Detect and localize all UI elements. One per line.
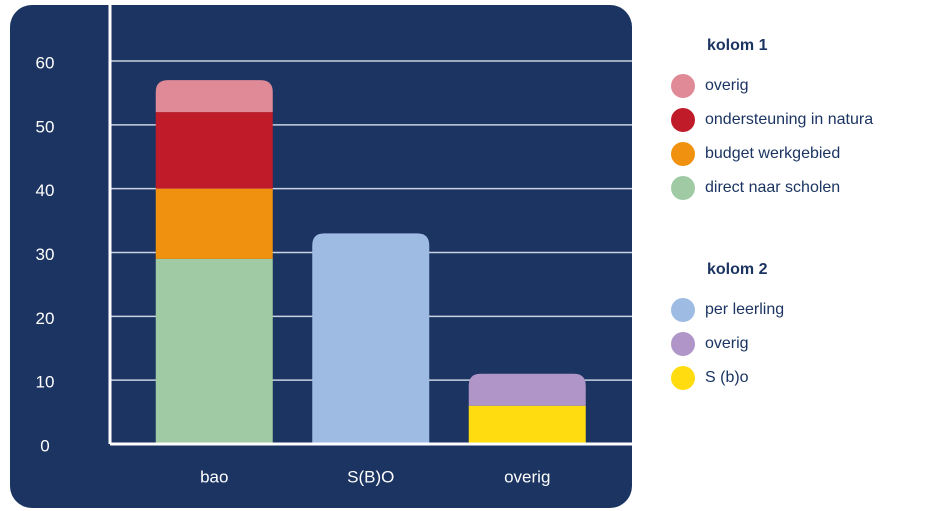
y-tick-label: 30 (36, 245, 55, 264)
bar-segment (155, 112, 273, 189)
legend-swatch (671, 332, 695, 356)
bar-segment (468, 373, 586, 406)
legend-heading: kolom 2 (707, 261, 768, 278)
legend-label: direct naar scholen (705, 179, 840, 196)
y-tick-label: 20 (36, 309, 55, 328)
legend-swatch (671, 176, 695, 200)
bar-segment (312, 233, 430, 444)
x-tick-label: S(B)O (347, 467, 394, 486)
legend-label: ondersteuning in natura (705, 111, 873, 128)
bar-segment (155, 258, 273, 444)
legend-heading: kolom 1 (707, 37, 768, 54)
legend-label: budget werkgebied (705, 145, 840, 162)
legend-swatch (671, 74, 695, 98)
bar-segment (468, 405, 586, 444)
legend-swatch (671, 142, 695, 166)
y-tick-label: 40 (36, 181, 55, 200)
legend-swatch (671, 108, 695, 132)
bar-segment (155, 188, 273, 259)
x-tick-label: bao (200, 467, 228, 486)
x-tick-label: overig (504, 467, 550, 486)
y-tick-label: 0 (40, 436, 49, 455)
legend-label: overig (705, 335, 749, 352)
legend-label: S (b)o (705, 369, 749, 386)
legend-label: overig (705, 77, 749, 94)
y-tick-label: 60 (36, 53, 55, 72)
y-tick-label: 10 (36, 373, 55, 392)
bar-segment (155, 80, 273, 113)
y-tick-label: 50 (36, 117, 55, 136)
legend-swatch (671, 298, 695, 322)
legend-label: per leerling (705, 301, 784, 318)
legend-swatch (671, 366, 695, 390)
